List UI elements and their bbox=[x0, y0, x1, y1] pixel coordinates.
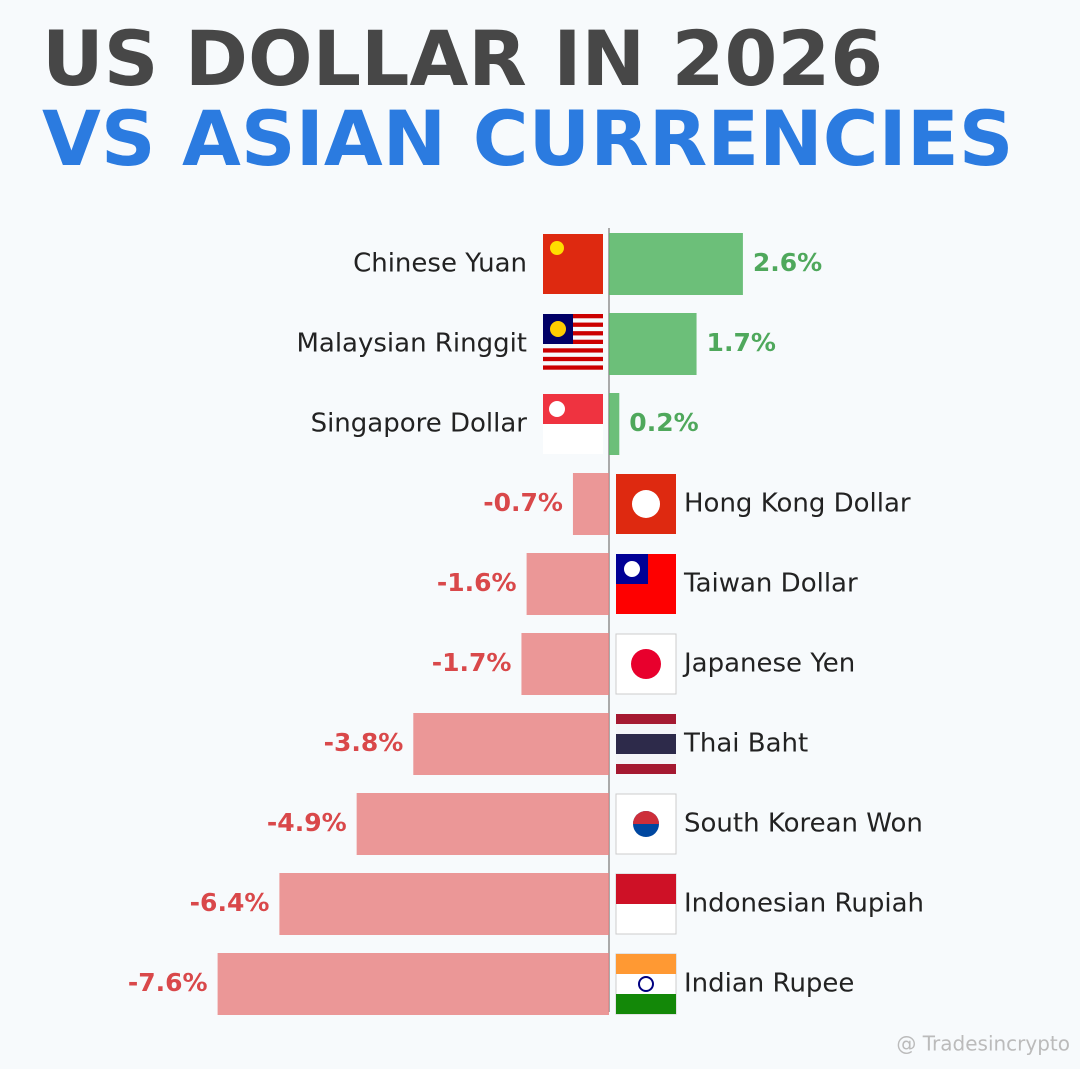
flag bbox=[543, 234, 603, 294]
category-label: Hong Kong Dollar bbox=[684, 489, 911, 519]
value-label: -1.7% bbox=[432, 648, 512, 677]
category-label: Thai Baht bbox=[683, 729, 808, 759]
flag-star bbox=[550, 321, 566, 337]
bar bbox=[521, 633, 609, 695]
chart-title: US DOLLAR IN 2026 bbox=[42, 14, 883, 103]
flag-wheel bbox=[638, 976, 654, 992]
flag bbox=[615, 793, 677, 855]
bar bbox=[609, 233, 743, 295]
flag bbox=[615, 633, 677, 695]
bar bbox=[413, 713, 609, 775]
value-label: -6.4% bbox=[190, 888, 270, 917]
flag-sun bbox=[631, 649, 661, 679]
flag bbox=[616, 714, 676, 774]
bar bbox=[609, 313, 697, 375]
flag bbox=[543, 314, 603, 370]
bar bbox=[356, 793, 609, 855]
category-label: Chinese Yuan bbox=[353, 249, 527, 279]
flag bbox=[615, 953, 677, 1015]
value-label: 0.2% bbox=[629, 408, 698, 437]
bar bbox=[572, 473, 609, 535]
value-label: -4.9% bbox=[267, 808, 347, 837]
value-label: 1.7% bbox=[707, 328, 776, 357]
bar bbox=[609, 393, 620, 455]
category-label: Taiwan Dollar bbox=[683, 569, 858, 599]
flag-stripe bbox=[616, 954, 676, 974]
category-label: Singapore Dollar bbox=[311, 409, 528, 439]
flag-star bbox=[550, 241, 564, 255]
flag-stripe bbox=[616, 994, 676, 1014]
flag-stripe bbox=[543, 365, 603, 370]
category-label: Malaysian Ringgit bbox=[296, 329, 527, 359]
flag-stripe bbox=[543, 348, 603, 353]
category-label: Japanese Yen bbox=[682, 649, 855, 679]
flag bbox=[615, 873, 677, 935]
category-label: Indonesian Rupiah bbox=[684, 889, 924, 919]
flag-flower bbox=[632, 490, 660, 518]
value-label: -3.8% bbox=[324, 728, 404, 757]
value-label: -7.6% bbox=[128, 968, 208, 997]
value-label: 2.6% bbox=[753, 248, 822, 277]
bar bbox=[526, 553, 609, 615]
flag bbox=[616, 554, 676, 614]
value-label: -0.7% bbox=[483, 488, 563, 517]
flag-moon bbox=[549, 401, 565, 417]
value-label: -1.6% bbox=[437, 568, 517, 597]
bar bbox=[279, 873, 609, 935]
flag-stripe bbox=[616, 874, 676, 904]
chart-subtitle: VS ASIAN CURRENCIES bbox=[42, 94, 1014, 183]
flag bbox=[616, 474, 676, 534]
flag bbox=[543, 394, 603, 454]
flag-taeguk bbox=[633, 811, 659, 824]
bar bbox=[217, 953, 609, 1015]
flag-sun bbox=[624, 561, 640, 577]
category-label: Indian Rupee bbox=[684, 969, 854, 999]
watermark: @ Tradesincrypto bbox=[896, 1032, 1070, 1056]
flag-stripe bbox=[543, 356, 603, 362]
flag-stripe bbox=[616, 734, 676, 754]
category-label: South Korean Won bbox=[684, 809, 923, 839]
flag-field bbox=[543, 234, 603, 294]
